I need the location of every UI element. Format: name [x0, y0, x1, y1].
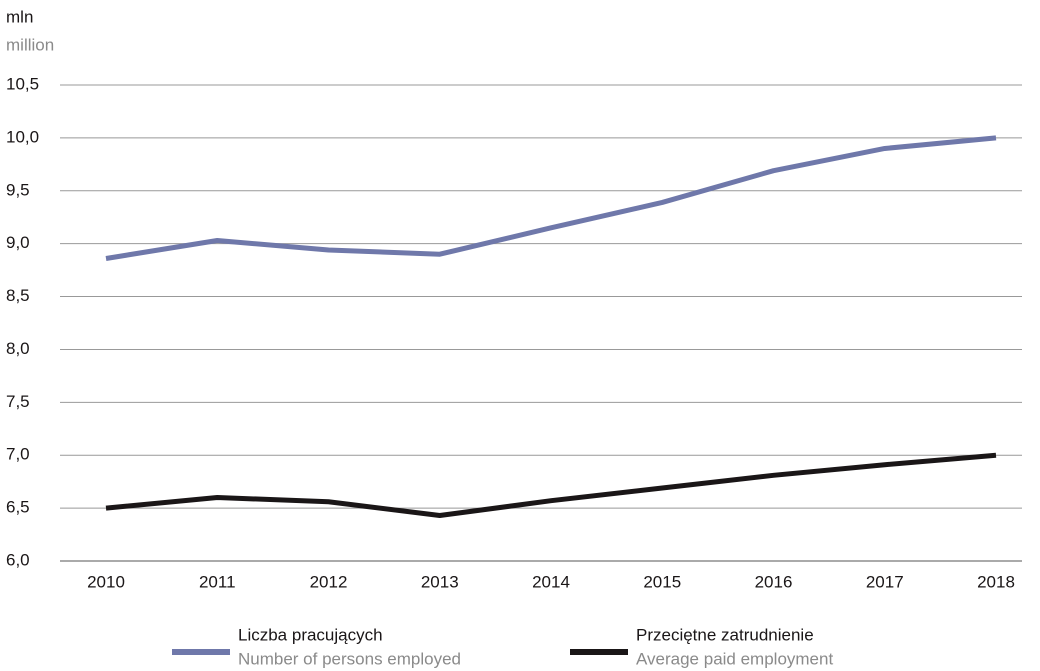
y-tick-label: 9,0 — [6, 233, 30, 252]
x-tick-label: 2014 — [532, 572, 570, 591]
x-tick-label: 2015 — [643, 572, 681, 591]
y-tick-label: 8,5 — [6, 286, 30, 305]
x-tick-label: 2013 — [421, 572, 459, 591]
y-tick-label: 6,5 — [6, 498, 30, 517]
y-tick-label: 10,5 — [6, 74, 39, 93]
series-line — [105, 135, 997, 261]
x-tick-label: 2011 — [199, 572, 236, 591]
legend-label: Liczba pracujących — [238, 625, 383, 644]
y-axis-label-en: million — [6, 35, 54, 54]
y-tick-label: 7,5 — [6, 392, 30, 411]
y-tick-label: 10,0 — [6, 127, 39, 146]
x-tick-label: 2018 — [977, 572, 1015, 591]
x-tick-label: 2010 — [87, 572, 125, 591]
y-tick-label: 8,0 — [6, 339, 30, 358]
y-tick-label: 6,0 — [6, 550, 30, 569]
legend-label-en: Average paid employment — [636, 649, 833, 668]
y-tick-label: 9,5 — [6, 180, 30, 199]
x-tick-label: 2012 — [310, 572, 348, 591]
x-tick-label: 2017 — [866, 572, 904, 591]
y-axis-label: mln — [6, 7, 33, 26]
series-line — [105, 452, 997, 519]
y-tick-label: 7,0 — [6, 445, 30, 464]
legend-label: Przeciętne zatrudnienie — [636, 625, 814, 644]
x-tick-label: 2016 — [755, 572, 793, 591]
legend-label-en: Number of persons employed — [238, 649, 461, 668]
